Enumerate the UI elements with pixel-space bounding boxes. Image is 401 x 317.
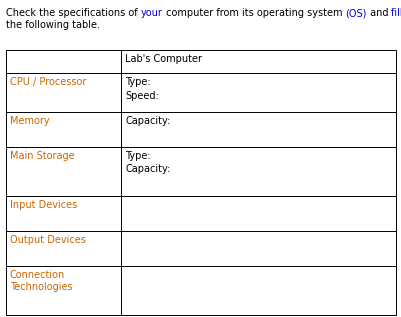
Text: Technologies: Technologies (10, 282, 73, 292)
Text: Capacity:: Capacity: (125, 165, 170, 174)
Text: CPU / Processor: CPU / Processor (10, 77, 86, 87)
Text: Check the specifications of: Check the specifications of (6, 8, 140, 18)
Text: the following table.: the following table. (6, 20, 100, 29)
Text: Main Storage: Main Storage (10, 151, 75, 161)
Text: Lab's Computer: Lab's Computer (125, 54, 202, 64)
Text: fill in: fill in (390, 8, 401, 18)
Text: Connection: Connection (10, 270, 65, 280)
Text: Type:: Type: (125, 151, 150, 161)
Text: Output Devices: Output Devices (10, 235, 86, 245)
Text: your: your (140, 8, 162, 18)
Text: computer from its operating system: computer from its operating system (162, 8, 344, 18)
Text: Speed:: Speed: (125, 91, 158, 101)
Text: and: and (366, 8, 390, 18)
Bar (6, 50, 395, 315)
Text: Capacity:: Capacity: (125, 116, 170, 126)
Text: Input Devices: Input Devices (10, 200, 77, 210)
Text: Type:: Type: (125, 77, 150, 87)
Text: (OS): (OS) (344, 8, 366, 18)
Text: Memory: Memory (10, 116, 49, 126)
